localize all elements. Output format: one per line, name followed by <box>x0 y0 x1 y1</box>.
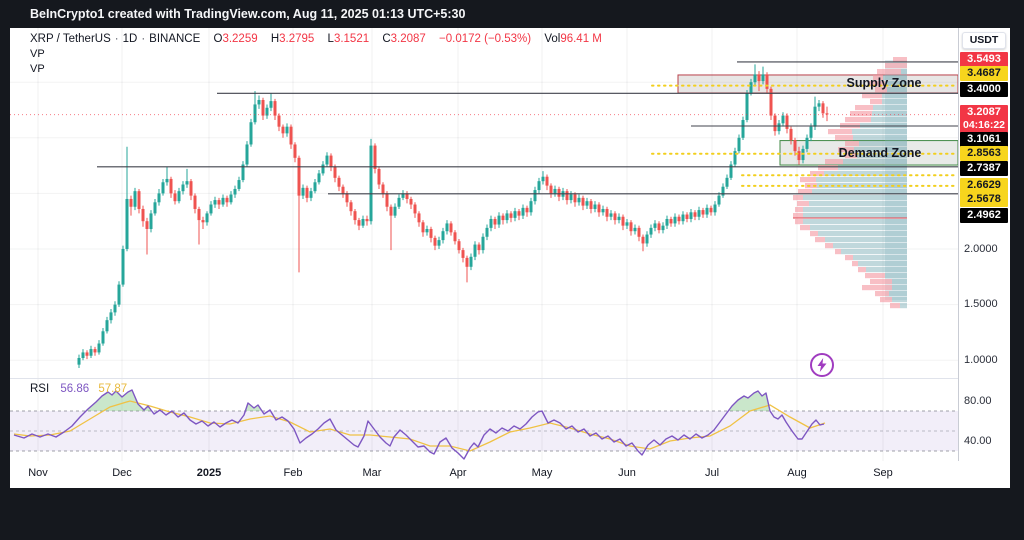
time-label: 2025 <box>196 467 222 479</box>
rsi-value: 56.86 <box>60 383 90 395</box>
countdown-timer: 04:16:22 <box>962 119 1006 131</box>
symbol-name[interactable]: XRP / TetherUS <box>30 33 111 45</box>
high-value: 3.2795 <box>279 33 315 45</box>
price-label: 2.4962 <box>960 208 1008 223</box>
price-label: 2.7387 <box>960 161 1008 176</box>
price-label: 3.2087 04:16:22 <box>960 105 1008 133</box>
time-label: Nov <box>28 467 48 479</box>
time-label: Sep <box>873 467 893 479</box>
time-label: Mar <box>362 467 382 479</box>
rsi-legend[interactable]: RSI 56.86 57.87 <box>30 383 127 395</box>
rsi-ma-value: 57.87 <box>98 383 128 395</box>
price-axis[interactable]: USDT 3.5493 3.4687 3.4000 3.2087 04:16:22 3.1… <box>959 28 1010 461</box>
low-label: L <box>327 33 334 45</box>
lightning-icon <box>817 358 827 372</box>
supply-zone-label[interactable]: Supply Zone <box>846 76 922 90</box>
demand-zone-label[interactable]: Demand Zone <box>838 146 922 160</box>
currency-button[interactable]: USDT <box>962 32 1006 49</box>
price-label: 3.1061 <box>960 132 1008 147</box>
quick-trade-button[interactable] <box>810 353 834 377</box>
low-value: 3.1521 <box>333 33 370 45</box>
symbol-legend[interactable]: XRP / TetherUS · 1D · BINANCE O3.2259 H3.279… <box>30 33 602 45</box>
rsi-label: RSI <box>30 383 50 395</box>
price-label: 3.4000 <box>960 82 1008 97</box>
axis-tick: 1.5000 <box>964 298 998 310</box>
open-label: O <box>213 33 223 45</box>
time-axis[interactable]: Nov Dec 2025 Feb Mar Apr May Jun Jul Aug Sep <box>10 461 958 488</box>
change-value: −0.0172 (−0.53%) <box>439 33 532 45</box>
watermark-text: BeInCrypto1 created with TradingView.com… <box>30 7 466 21</box>
exchange: BINANCE <box>149 33 201 45</box>
indicator-legend-vp1[interactable]: VP <box>30 48 45 60</box>
axis-tick: 80.00 <box>964 395 992 407</box>
volume-label: Vol <box>544 33 561 45</box>
time-label: May <box>531 467 553 479</box>
pane-separator-rsi[interactable] <box>10 378 958 379</box>
open-value: 3.2259 <box>222 33 258 45</box>
time-label: Aug <box>787 467 807 479</box>
axis-tick: 2.0000 <box>964 243 998 255</box>
time-label: Dec <box>112 467 132 479</box>
legend-dot: · <box>114 33 119 45</box>
footer-bar: TradingView <box>0 488 1024 540</box>
price-label: 3.4687 <box>960 66 1008 81</box>
interval[interactable]: 1D <box>122 33 138 45</box>
time-label: Jul <box>704 467 720 479</box>
high-label: H <box>270 33 280 45</box>
price-label: 3.5493 <box>960 52 1008 67</box>
price-label: 2.6629 <box>960 178 1008 193</box>
volume-value: 96.41 M <box>560 33 602 45</box>
close-value: 3.2087 <box>390 33 426 45</box>
time-label: Jun <box>618 467 636 479</box>
price-label: 2.5678 <box>960 192 1008 207</box>
time-label: Feb <box>283 467 303 479</box>
axis-tick: 40.00 <box>964 435 992 447</box>
axis-tick: 1.0000 <box>964 354 998 366</box>
price-axis-border <box>958 28 959 461</box>
watermark-banner: BeInCrypto1 created with TradingView.com… <box>0 0 1024 28</box>
price-label: 2.8563 <box>960 146 1008 161</box>
legend-dot: · <box>141 33 146 45</box>
close-label: C <box>382 33 391 45</box>
time-label: Apr <box>449 467 467 479</box>
chart-background[interactable] <box>10 28 1010 488</box>
indicator-legend-vp2[interactable]: VP <box>30 63 45 75</box>
